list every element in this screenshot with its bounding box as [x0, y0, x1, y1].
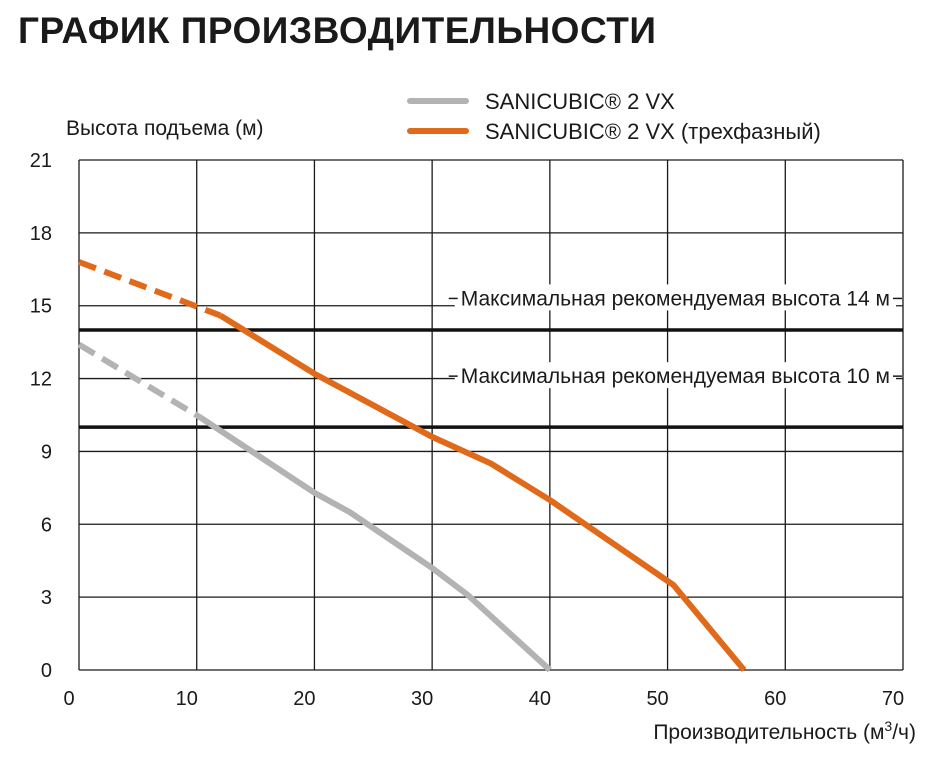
- series-line-1: [218, 312, 747, 672]
- y-tick-label: 12: [30, 369, 52, 391]
- x-tick-label: 0: [63, 688, 74, 710]
- reference-line-label: Максимальная рекомендуемая высота 10 м: [461, 365, 890, 388]
- legend-label-three-phase: SANICUBIC® 2 VX (трехфазный): [485, 119, 821, 144]
- grid: [78, 159, 904, 671]
- y-tick-label: 18: [30, 223, 52, 245]
- legend: SANICUBIC® 2 VX SANICUBIC® 2 VX (трехфаз…: [407, 89, 821, 144]
- y-tick-label: 3: [41, 587, 52, 609]
- series-line-dashed-0: [77, 341, 202, 421]
- y-tick-label: 9: [41, 441, 52, 463]
- y-tick-label: 0: [41, 660, 52, 682]
- series-line-dashed-1: [77, 259, 222, 319]
- reference-line-label: Максимальная рекомендуемая высота 14 м: [461, 287, 890, 310]
- reference-label-bg: [454, 284, 896, 311]
- legend-label-single-phase: SANICUBIC® 2 VX: [485, 89, 675, 114]
- y-tick-label: 15: [30, 296, 52, 318]
- series-layer: [77, 259, 747, 673]
- x-tick-label: 20: [293, 688, 315, 710]
- x-tick-label: 40: [529, 688, 551, 710]
- x-tick-label: 30: [411, 688, 433, 710]
- chart-title: ГРАФИК ПРОИЗВОДИТЕЛЬНОСТИ: [18, 10, 657, 51]
- y-tick-labels: 0 3 6 9 12 15 18 21: [30, 150, 52, 682]
- y-axis-label: Высота подъема (м): [66, 117, 264, 140]
- x-tick-label: 60: [764, 688, 786, 710]
- y-tick-label: 21: [30, 150, 52, 172]
- reference-label-bg: [454, 362, 896, 389]
- x-axis-label: Производительность (м3/ч): [653, 718, 916, 744]
- x-tick-label: 70: [882, 688, 904, 710]
- x-tick-label: 50: [646, 688, 668, 710]
- y-tick-label: 6: [41, 514, 52, 536]
- x-tick-label: 10: [176, 688, 198, 710]
- series-line-0: [198, 414, 552, 673]
- x-tick-labels: 0 10 20 30 40 50 60 70: [63, 688, 904, 710]
- reference-lines: Максимальная рекомендуемая высота 14 м Ма…: [79, 284, 903, 429]
